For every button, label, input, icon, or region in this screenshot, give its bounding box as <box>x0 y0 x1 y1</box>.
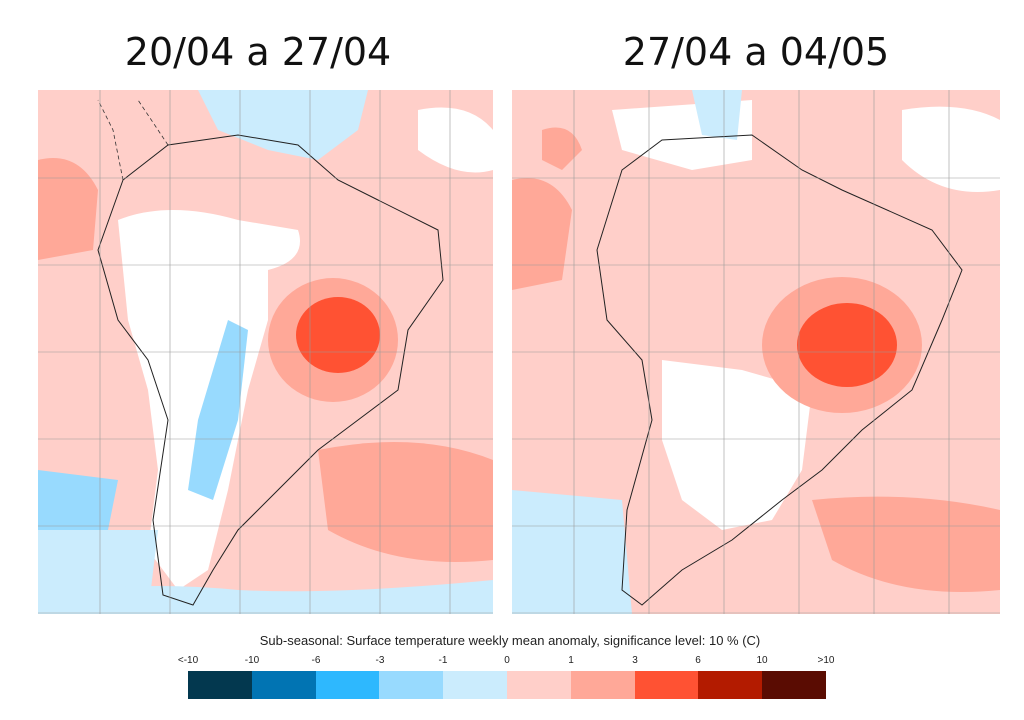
colorbar-title: Sub-seasonal: Surface temperature weekly… <box>259 633 761 648</box>
colorbar-tick-label: 0 <box>504 655 510 666</box>
panel-title-right: 27/04 a 04/05 <box>622 30 890 74</box>
cool-anomaly-area <box>38 580 493 614</box>
anomaly-map-left <box>38 90 493 614</box>
colorbar-tick-label: -10 <box>244 655 260 666</box>
anomaly-map-right <box>512 90 1000 614</box>
map-panel-right <box>512 90 1000 614</box>
colorbar-tick-label: <-10 <box>177 655 199 666</box>
colorbar <box>188 671 826 699</box>
cool-anomaly-area <box>188 320 248 500</box>
neutral-area <box>662 360 812 530</box>
colorbar-swatch <box>570 671 635 699</box>
grid-lines <box>38 90 493 614</box>
colorbar-swatch <box>315 671 380 699</box>
colorbar-swatch <box>698 671 763 699</box>
cool-anomaly-area <box>512 490 632 614</box>
warm-anomaly-area <box>318 442 493 562</box>
colorbar-swatch <box>188 671 252 699</box>
panel-title-left: 20/04 a 27/04 <box>124 30 392 74</box>
colorbar-tick-label: -1 <box>438 655 448 666</box>
warm-anomaly-area <box>512 178 572 290</box>
grid-lines <box>512 90 1000 614</box>
significance-contour <box>97 99 169 181</box>
colorbar-tick-label: 6 <box>695 655 701 666</box>
colorbar-swatch <box>762 671 826 699</box>
warm-anomaly-area <box>542 127 582 170</box>
map-panel-left <box>38 90 493 614</box>
colorbar-tick-label: 1 <box>568 655 574 666</box>
colorbar-tick-label: >10 <box>817 655 835 666</box>
neutral-area <box>418 107 493 173</box>
colorbar-tick-label: 3 <box>632 655 638 666</box>
hot-anomaly-core <box>797 303 897 387</box>
warm-anomaly-area <box>812 496 1000 592</box>
colorbar-swatch <box>251 671 316 699</box>
cool-anomaly-area <box>198 90 368 160</box>
warm-anomaly-area <box>38 158 98 260</box>
cool-anomaly-area <box>38 470 118 530</box>
coastline <box>97 134 444 606</box>
colorbar-swatch <box>443 671 507 699</box>
colorbar-swatch <box>379 671 444 699</box>
colorbar-labels: <-10 -10 -6 -3 -1 0 1 3 6 10 >10 <box>177 655 840 669</box>
colorbar-swatch <box>506 671 571 699</box>
coastline <box>596 134 963 606</box>
cool-anomaly-area <box>692 90 742 140</box>
neutral-area <box>902 106 1000 192</box>
hot-anomaly-core <box>296 297 380 373</box>
colorbar-tick-label: 10 <box>756 655 768 666</box>
colorbar-tick-label: -3 <box>375 655 385 666</box>
colorbar-tick-label: -6 <box>311 655 321 666</box>
colorbar-swatch <box>634 671 699 699</box>
